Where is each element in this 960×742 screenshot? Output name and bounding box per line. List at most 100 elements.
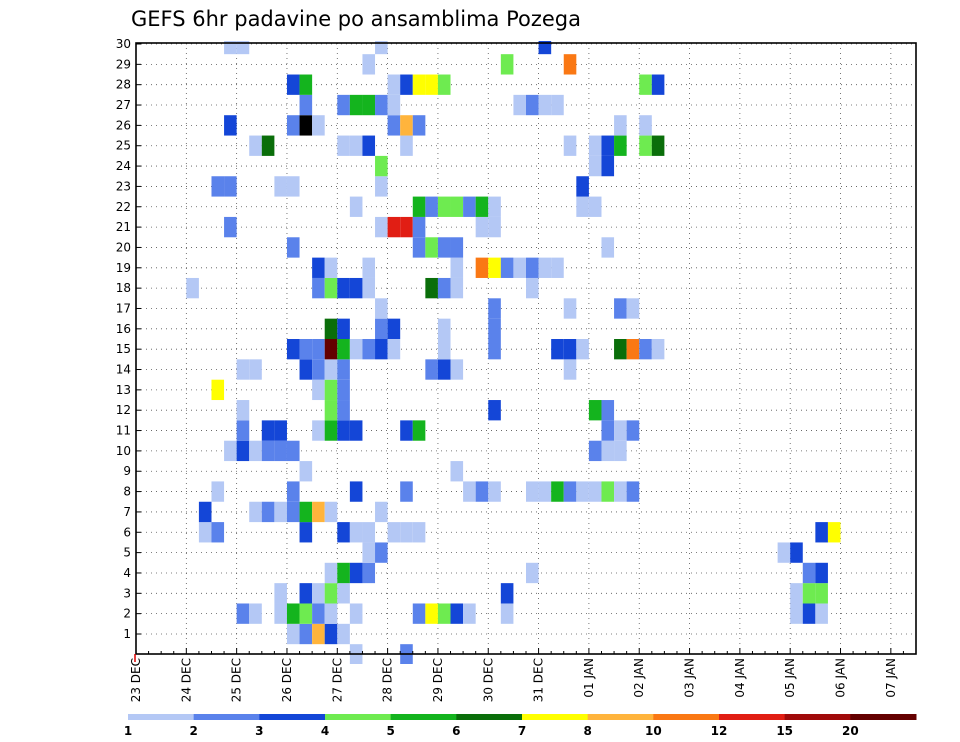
heatmap-cell xyxy=(400,420,413,441)
heatmap-cell xyxy=(286,623,300,645)
heatmap-cell xyxy=(475,196,489,217)
heatmap-cell xyxy=(324,379,338,401)
x-tick-label: 24 DEC xyxy=(179,658,193,702)
heatmap-cell xyxy=(349,522,363,543)
heatmap-cell xyxy=(437,603,451,624)
heatmap-cell xyxy=(324,420,338,441)
x-tick-label: 02 JAN xyxy=(632,658,646,698)
heatmap-cell xyxy=(312,359,325,380)
colorbar-label: 15 xyxy=(776,724,793,738)
heatmap-cell xyxy=(488,481,501,502)
heatmap-cell xyxy=(576,481,589,502)
heatmap-cell xyxy=(349,481,363,502)
heatmap-cell xyxy=(526,94,539,116)
y-tick-label: 18 xyxy=(116,281,131,295)
heatmap-cell xyxy=(224,440,237,462)
heatmap-cell xyxy=(450,257,464,278)
heatmap-cell xyxy=(299,501,313,523)
colorbar-swatch xyxy=(719,714,786,720)
colorbar-label: 20 xyxy=(842,724,859,738)
heatmap-cell xyxy=(815,583,828,604)
heatmap-cell xyxy=(437,339,451,360)
y-axis-ticks: 1234567891011121314151617181920212223242… xyxy=(116,37,141,641)
heatmap-cell xyxy=(387,74,401,95)
heatmap-cell xyxy=(198,501,212,523)
heatmap-cell xyxy=(362,54,376,75)
heatmap-cell xyxy=(375,318,388,339)
heatmap-cell xyxy=(425,237,438,258)
heatmap-cell xyxy=(777,542,791,563)
heatmap-cell xyxy=(375,216,388,238)
heatmap-cell xyxy=(224,176,237,197)
heatmap-cell xyxy=(614,339,627,360)
heatmap-cell xyxy=(626,420,640,441)
heatmap-cell xyxy=(538,94,552,116)
colorbar-swatch xyxy=(390,714,457,720)
x-tick-label: 23 DEC xyxy=(129,658,143,702)
heatmap-cell xyxy=(412,115,426,136)
heatmap-cell xyxy=(324,359,338,380)
y-tick-label: 14 xyxy=(116,363,131,377)
heatmap-cell xyxy=(312,257,325,278)
heatmap-cell xyxy=(437,74,451,95)
y-tick-label: 2 xyxy=(123,607,131,621)
x-tick-label: 28 DEC xyxy=(381,658,395,702)
heatmap-cell xyxy=(387,339,401,360)
heatmap-cell xyxy=(299,461,313,482)
heatmap-cell xyxy=(588,135,602,156)
heatmap-cell xyxy=(500,603,514,624)
heatmap-cell xyxy=(236,400,250,421)
heatmap-cell xyxy=(488,298,501,319)
heatmap-cell xyxy=(286,501,300,523)
heatmap-cell xyxy=(412,237,426,258)
colorbar-label: 8 xyxy=(583,724,591,738)
colorbar-swatch xyxy=(325,714,392,720)
heatmap-cell xyxy=(614,135,627,156)
heatmap-cell xyxy=(261,440,275,462)
heatmap-cell xyxy=(639,339,652,360)
heatmap-cell xyxy=(362,135,376,156)
heatmap-cell xyxy=(790,603,803,624)
colorbar-swatch xyxy=(456,714,523,720)
heatmap-cell xyxy=(286,339,300,360)
heatmap-cell xyxy=(614,115,627,136)
heatmap-cell xyxy=(286,481,300,502)
heatmap-cell xyxy=(211,522,225,543)
heatmap-cell xyxy=(375,501,388,523)
x-tick-label: 01 JAN xyxy=(582,658,596,698)
heatmap-cell xyxy=(815,522,828,543)
heatmap-cell xyxy=(400,216,413,238)
y-tick-label: 17 xyxy=(116,301,131,315)
heatmap-cell xyxy=(815,562,828,584)
heatmap-cell xyxy=(286,176,300,197)
x-tick-label: 04 JAN xyxy=(733,658,747,698)
colorbar-label: 4 xyxy=(321,724,329,738)
heatmap-cell xyxy=(299,522,313,543)
heatmap-cell xyxy=(576,196,589,217)
y-tick-label: 16 xyxy=(116,322,131,336)
heatmap-cell xyxy=(375,542,388,563)
heatmap-cell xyxy=(551,257,564,278)
heatmap-cell xyxy=(387,522,401,543)
heatmap-cell xyxy=(488,196,501,217)
heatmap-cell xyxy=(563,339,577,360)
y-tick-label: 21 xyxy=(116,220,131,234)
heatmap-cell xyxy=(261,420,275,441)
heatmap-cell xyxy=(513,257,526,278)
heatmap-cell xyxy=(249,135,262,156)
heatmap-cell xyxy=(375,155,388,177)
heatmap-cell xyxy=(324,339,338,360)
heatmap-cell xyxy=(450,461,464,482)
heatmap-cell xyxy=(425,359,438,380)
heatmap-cell xyxy=(790,583,803,604)
heatmap-cell xyxy=(601,420,615,441)
heatmap-cell xyxy=(563,359,577,380)
heatmap-cell xyxy=(286,237,300,258)
x-tick-label: 06 JAN xyxy=(834,658,848,698)
x-tick-label: 29 DEC xyxy=(431,658,445,702)
heatmap-cell xyxy=(400,74,413,95)
heatmap-cell xyxy=(249,501,262,523)
heatmap-cell xyxy=(375,94,388,116)
heatmap-cell xyxy=(375,41,388,55)
heatmap-cell xyxy=(324,583,338,604)
